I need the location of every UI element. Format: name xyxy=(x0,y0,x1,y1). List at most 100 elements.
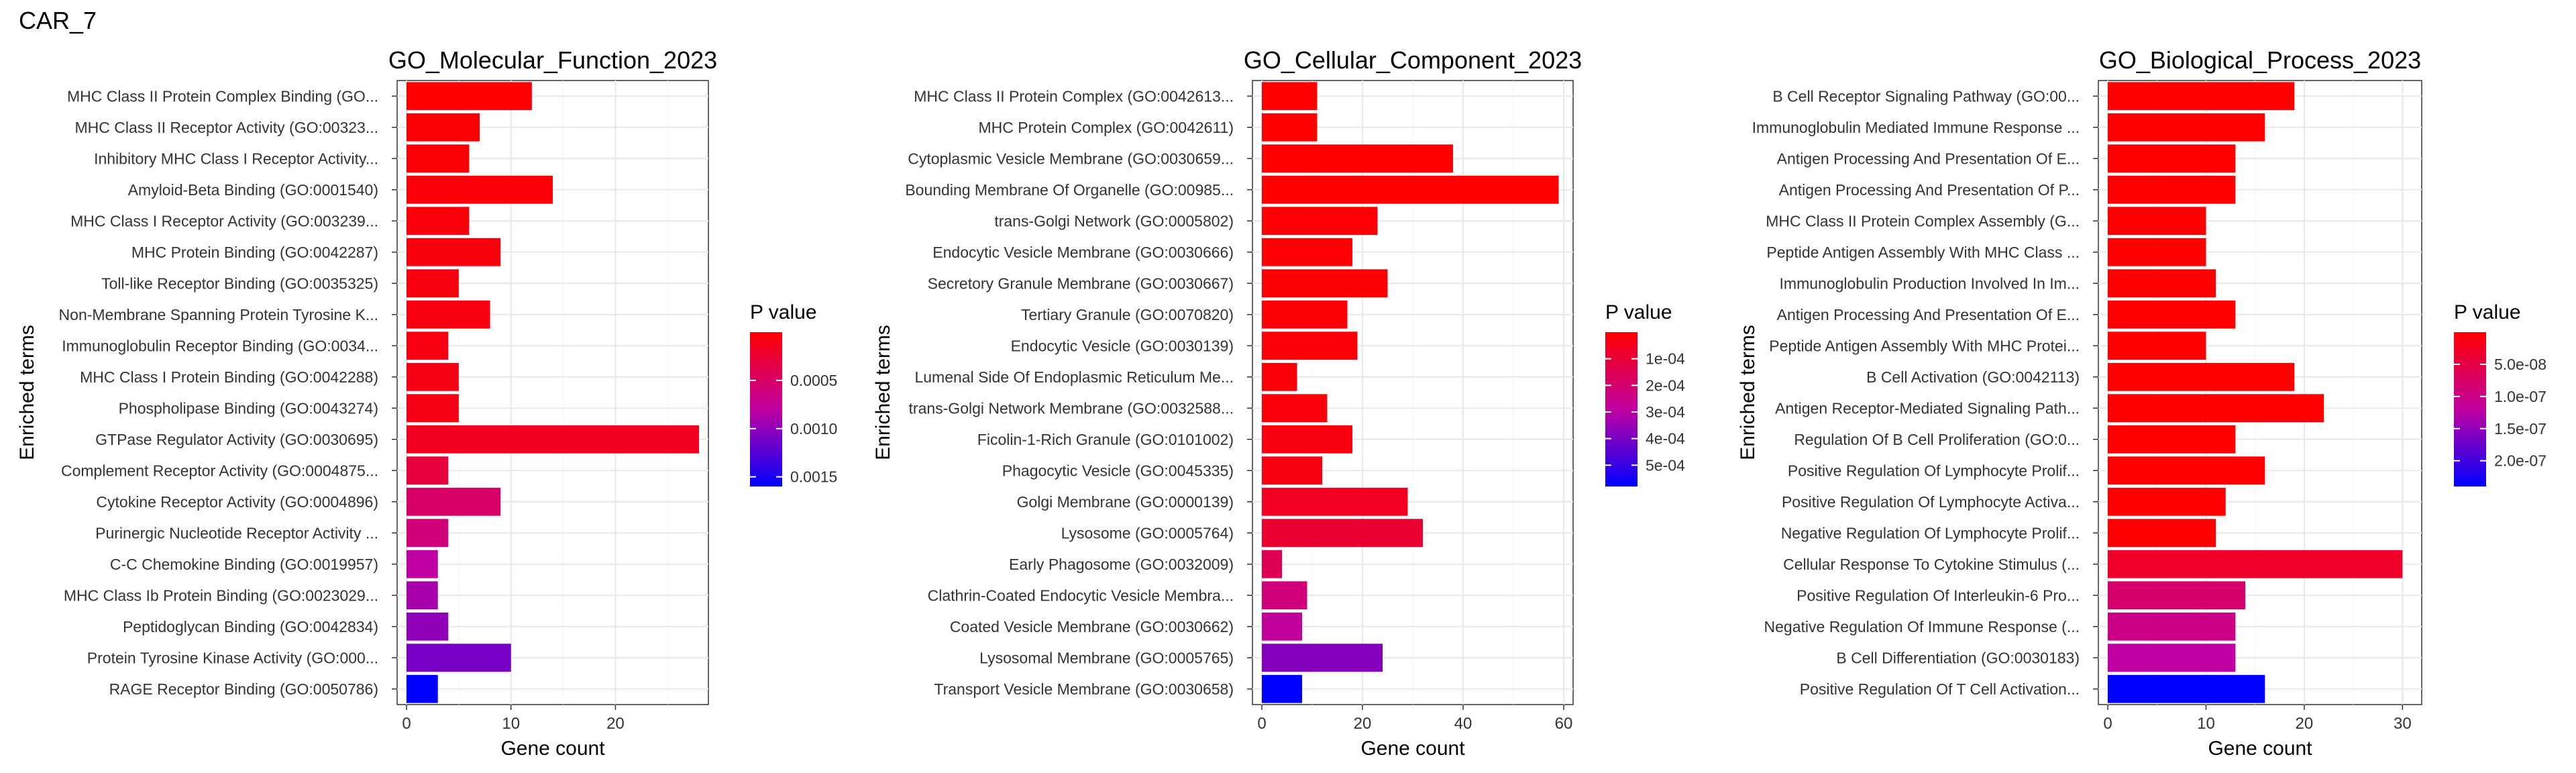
category-label: Transport Vesicle Membrane (GO:0030658) xyxy=(934,680,1234,698)
bar xyxy=(1262,331,1358,360)
category-label: Regulation Of B Cell Proliferation (GO:0… xyxy=(1794,431,2080,448)
bar xyxy=(407,113,480,142)
legend-tick-label: 1.0e-07 xyxy=(2494,388,2546,405)
legend-tick-label: 1e-04 xyxy=(1646,350,1685,368)
category-label: Positive Regulation Of Lymphocyte Prolif… xyxy=(1788,462,2080,479)
y-axis-label: Enriched terms xyxy=(872,325,894,460)
category-label: Endocytic Vesicle (GO:0030139) xyxy=(1011,337,1234,354)
legend-title: P value xyxy=(750,301,817,323)
x-tick-label: 10 xyxy=(502,715,520,733)
category-label: Phospholipase Binding (GO:0043274) xyxy=(119,399,378,417)
category-label: B Cell Activation (GO:0042113) xyxy=(1866,368,2080,386)
bar xyxy=(1262,113,1318,142)
panel-title: GO_Cellular_Component_2023 xyxy=(1244,46,1582,74)
bar xyxy=(1262,674,1302,703)
category-label: Toll-like Receptor Binding (GO:0035325) xyxy=(101,274,378,292)
bar xyxy=(2108,674,2265,703)
bar xyxy=(407,82,532,111)
legend-tick-label: 3e-04 xyxy=(1646,403,1685,421)
category-label: Immunoglobulin Receptor Binding (GO:0034… xyxy=(62,337,378,354)
bar xyxy=(1262,82,1318,111)
category-label: Secretory Granule Membrane (GO:0030667) xyxy=(928,274,1234,292)
bar xyxy=(407,300,490,329)
bar xyxy=(2108,269,2216,298)
bar xyxy=(2108,331,2206,360)
bar xyxy=(1262,519,1423,548)
category-label: Early Phagosome (GO:0032009) xyxy=(1009,556,1234,573)
category-label: Immunoglobulin Mediated Immune Response … xyxy=(1752,119,2080,136)
bar xyxy=(407,425,699,454)
x-tick-label: 10 xyxy=(2197,715,2215,733)
x-axis-label: Gene count xyxy=(2208,737,2312,760)
bar xyxy=(1262,550,1282,578)
legend-tick-label: 2e-04 xyxy=(1646,376,1685,394)
category-label: B Cell Differentiation (GO:0030183) xyxy=(1836,649,2080,666)
bar xyxy=(407,394,459,423)
legend-title: P value xyxy=(2454,301,2521,323)
x-axis-label: Gene count xyxy=(500,737,605,760)
bar xyxy=(407,674,438,703)
category-label: Peptide Antigen Assembly With MHC Protei… xyxy=(1769,337,2080,354)
category-label: MHC Class Ib Protein Binding (GO:0023029… xyxy=(64,586,378,604)
category-label: Phagocytic Vesicle (GO:0045335) xyxy=(1002,462,1234,479)
category-label: Coated Vesicle Membrane (GO:0030662) xyxy=(950,618,1234,635)
category-label: Cytoplasmic Vesicle Membrane (GO:0030659… xyxy=(908,150,1234,167)
legend-tick-label: 1.5e-07 xyxy=(2494,420,2546,437)
bar xyxy=(1262,175,1559,204)
bar xyxy=(407,550,438,578)
bar xyxy=(2108,581,2246,610)
bar xyxy=(2108,82,2295,111)
category-label: RAGE Receptor Binding (GO:0050786) xyxy=(109,680,378,698)
legend-tick-label: 5.0e-08 xyxy=(2494,356,2546,373)
bar xyxy=(1262,144,1453,173)
bar xyxy=(1262,643,1383,672)
category-label: MHC Protein Binding (GO:0042287) xyxy=(131,244,378,261)
category-label: Positive Regulation Of Lymphocyte Activa… xyxy=(1782,493,2080,511)
x-tick-label: 60 xyxy=(1555,715,1573,733)
bar xyxy=(2108,425,2236,454)
category-label: Negative Regulation Of Lymphocyte Prolif… xyxy=(1781,524,2080,542)
category-label: MHC Class II Receptor Activity (GO:00323… xyxy=(75,119,378,136)
bar xyxy=(407,456,449,485)
bar xyxy=(1262,487,1408,516)
plot-area xyxy=(396,80,709,705)
category-label: MHC Protein Complex (GO:0042611) xyxy=(979,119,1234,136)
x-tick-label: 0 xyxy=(2103,715,2112,733)
category-label: Antigen Processing And Presentation Of E… xyxy=(1777,150,2080,167)
bar xyxy=(1262,238,1352,266)
bar xyxy=(1262,425,1352,454)
bar xyxy=(1262,269,1388,298)
plot-area xyxy=(2098,80,2422,705)
category-label: Negative Regulation Of Immune Response (… xyxy=(1764,618,2080,635)
legend-tick-label: 0.0005 xyxy=(790,372,837,389)
legend-tick-label: 0.0015 xyxy=(790,468,837,486)
category-label: B Cell Receptor Signaling Pathway (GO:00… xyxy=(1772,87,2080,105)
legend-colorbar xyxy=(2454,332,2486,486)
category-label: MHC Class I Receptor Activity (GO:003239… xyxy=(70,212,378,229)
bar xyxy=(2108,643,2236,672)
category-label: Antigen Receptor-Mediated Signaling Path… xyxy=(1775,399,2080,417)
category-label: Immunoglobulin Production Involved In Im… xyxy=(1780,274,2080,292)
category-label: Antigen Processing And Presentation Of E… xyxy=(1777,306,2080,323)
category-label: Positive Regulation Of Interleukin-6 Pro… xyxy=(1796,586,2080,604)
legend-tick-label: 0.0010 xyxy=(790,420,837,437)
bar xyxy=(407,362,459,391)
category-label: Amyloid-Beta Binding (GO:0001540) xyxy=(128,181,378,199)
bar xyxy=(2108,207,2206,236)
bar xyxy=(407,331,449,360)
category-label: Complement Receptor Activity (GO:0004875… xyxy=(61,462,378,479)
bar xyxy=(2108,175,2236,204)
category-label: Antigen Processing And Presentation Of P… xyxy=(1779,181,2080,199)
category-label: Clathrin-Coated Endocytic Vesicle Membra… xyxy=(928,586,1234,604)
category-label: Bounding Membrane Of Organelle (GO:00985… xyxy=(905,181,1234,199)
category-label: Non-Membrane Spanning Protein Tyrosine K… xyxy=(59,306,378,323)
legend-tick-label: 2.0e-07 xyxy=(2494,452,2546,470)
category-label: Peptidoglycan Binding (GO:0042834) xyxy=(123,618,378,635)
y-axis-label: Enriched terms xyxy=(16,325,38,460)
bar xyxy=(2108,456,2265,485)
x-tick-label: 40 xyxy=(1454,715,1472,733)
category-label: MHC Class II Protein Complex (GO:0042613… xyxy=(914,87,1234,105)
bar xyxy=(2108,300,2236,329)
x-tick-label: 0 xyxy=(402,715,411,733)
category-label: Protein Tyrosine Kinase Activity (GO:000… xyxy=(87,649,378,666)
